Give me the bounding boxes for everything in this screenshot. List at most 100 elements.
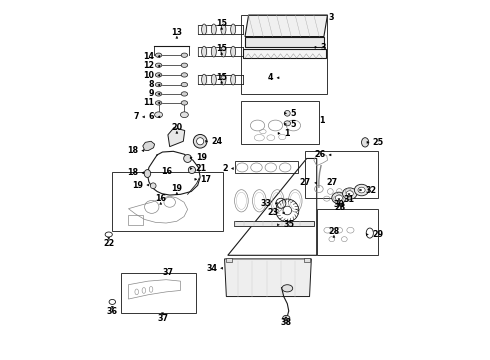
Polygon shape bbox=[176, 192, 178, 194]
Text: 10: 10 bbox=[143, 71, 154, 80]
Ellipse shape bbox=[221, 74, 226, 85]
Polygon shape bbox=[277, 77, 279, 79]
Polygon shape bbox=[245, 37, 324, 47]
Ellipse shape bbox=[181, 73, 188, 77]
Ellipse shape bbox=[211, 74, 216, 85]
Ellipse shape bbox=[211, 24, 216, 35]
Text: 15: 15 bbox=[216, 44, 227, 53]
Polygon shape bbox=[243, 49, 326, 58]
Text: 17: 17 bbox=[200, 175, 212, 184]
Text: 2: 2 bbox=[222, 164, 228, 173]
Polygon shape bbox=[143, 116, 145, 118]
Polygon shape bbox=[285, 123, 287, 125]
Polygon shape bbox=[190, 167, 192, 170]
Ellipse shape bbox=[155, 63, 162, 67]
Ellipse shape bbox=[231, 24, 236, 35]
Text: 28: 28 bbox=[334, 203, 345, 212]
Polygon shape bbox=[348, 194, 350, 196]
Text: 27: 27 bbox=[300, 178, 311, 187]
Text: 12: 12 bbox=[143, 62, 154, 71]
Text: 3: 3 bbox=[320, 43, 326, 52]
Text: 4: 4 bbox=[268, 73, 273, 82]
Ellipse shape bbox=[201, 74, 207, 85]
Polygon shape bbox=[220, 267, 223, 269]
Text: 5: 5 bbox=[290, 109, 295, 118]
Ellipse shape bbox=[285, 111, 290, 116]
Text: 9: 9 bbox=[149, 89, 154, 98]
Text: 37: 37 bbox=[157, 314, 168, 323]
Polygon shape bbox=[360, 189, 362, 191]
Polygon shape bbox=[158, 74, 160, 76]
Text: 15: 15 bbox=[216, 19, 227, 28]
Text: 14: 14 bbox=[143, 52, 154, 61]
Ellipse shape bbox=[196, 138, 204, 145]
Bar bbox=[112, 172, 223, 231]
Polygon shape bbox=[190, 157, 192, 159]
Ellipse shape bbox=[201, 24, 207, 35]
Polygon shape bbox=[234, 221, 314, 226]
Bar bbox=[242, 101, 318, 144]
Ellipse shape bbox=[155, 101, 162, 105]
Ellipse shape bbox=[282, 285, 293, 292]
Ellipse shape bbox=[284, 121, 291, 126]
Bar bbox=[305, 150, 378, 198]
Ellipse shape bbox=[201, 46, 207, 57]
Polygon shape bbox=[329, 154, 331, 156]
Text: 25: 25 bbox=[373, 138, 384, 147]
Ellipse shape bbox=[362, 138, 368, 147]
Ellipse shape bbox=[231, 46, 236, 57]
Polygon shape bbox=[147, 184, 149, 186]
Ellipse shape bbox=[180, 112, 188, 118]
Bar bbox=[122, 273, 196, 313]
Polygon shape bbox=[158, 93, 160, 95]
Polygon shape bbox=[111, 306, 113, 309]
Polygon shape bbox=[285, 317, 287, 319]
Polygon shape bbox=[224, 259, 311, 297]
Ellipse shape bbox=[155, 82, 162, 87]
Polygon shape bbox=[108, 237, 110, 239]
Polygon shape bbox=[285, 112, 287, 114]
Polygon shape bbox=[168, 128, 185, 147]
Text: 34: 34 bbox=[206, 264, 217, 273]
Text: 1: 1 bbox=[319, 116, 324, 125]
Ellipse shape bbox=[221, 24, 226, 35]
Text: 5: 5 bbox=[290, 120, 295, 129]
Text: 13: 13 bbox=[172, 28, 182, 37]
Text: 23: 23 bbox=[268, 208, 279, 217]
Text: 36: 36 bbox=[107, 307, 118, 316]
Text: 15: 15 bbox=[216, 73, 227, 82]
Polygon shape bbox=[220, 81, 223, 83]
Text: 37: 37 bbox=[163, 268, 173, 277]
Bar bbox=[226, 258, 232, 262]
Polygon shape bbox=[158, 65, 160, 67]
Polygon shape bbox=[160, 202, 162, 204]
Text: 29: 29 bbox=[372, 230, 383, 239]
Ellipse shape bbox=[155, 73, 162, 77]
Polygon shape bbox=[245, 15, 327, 37]
Polygon shape bbox=[158, 116, 160, 118]
Ellipse shape bbox=[155, 53, 162, 57]
Polygon shape bbox=[220, 27, 223, 30]
Ellipse shape bbox=[358, 187, 365, 193]
Ellipse shape bbox=[144, 170, 151, 177]
Ellipse shape bbox=[343, 188, 357, 199]
Ellipse shape bbox=[155, 92, 162, 96]
Text: 27: 27 bbox=[327, 178, 338, 187]
Polygon shape bbox=[195, 178, 197, 180]
Ellipse shape bbox=[283, 315, 290, 321]
Polygon shape bbox=[338, 199, 340, 201]
Ellipse shape bbox=[346, 191, 353, 197]
Polygon shape bbox=[333, 235, 335, 237]
Text: 1: 1 bbox=[284, 129, 289, 138]
Polygon shape bbox=[161, 313, 164, 315]
Text: 35: 35 bbox=[283, 220, 294, 229]
Text: 33: 33 bbox=[261, 199, 271, 208]
Ellipse shape bbox=[211, 46, 216, 57]
Text: 30: 30 bbox=[334, 200, 344, 209]
Ellipse shape bbox=[194, 134, 207, 148]
Text: 28: 28 bbox=[328, 227, 340, 236]
Text: 19: 19 bbox=[196, 153, 207, 162]
Text: 8: 8 bbox=[148, 81, 154, 90]
Text: 21: 21 bbox=[196, 164, 207, 173]
Text: 18: 18 bbox=[127, 168, 138, 177]
